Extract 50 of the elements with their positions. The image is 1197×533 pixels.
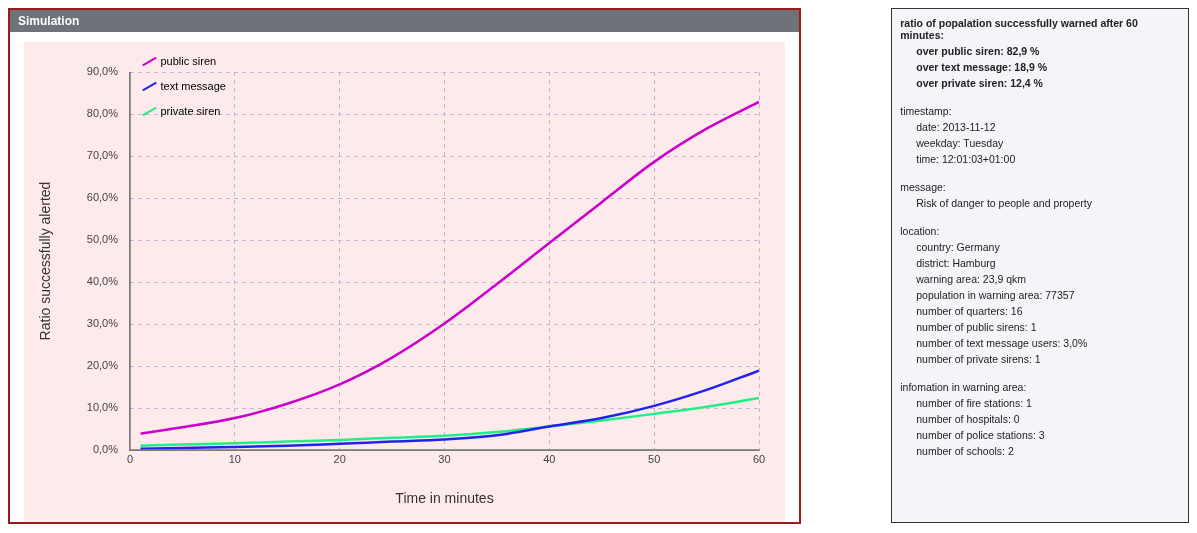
y-tick-label: 30,0% [86,317,119,330]
legend-label: private siren [160,104,221,117]
text: population in warning area: 77357 [915,289,1076,301]
y-tick-label: 40,0% [86,275,119,288]
x-axis-title: Time in minutes [395,490,494,507]
text: number of quarters: 16 [915,305,1024,317]
text: timestamp: [900,105,953,117]
text: number of schools: 2 [915,445,1015,457]
y-axis-title: Ratio successfully alerted [37,181,54,341]
legend-label: text message [160,79,226,92]
text: weekday: Tuesday [915,137,1005,149]
y-tick-label: 10,0% [86,401,119,414]
text: number of public sirens: 1 [915,321,1038,333]
text: date: 2013-11-12 [915,121,997,133]
text: over public siren: 82,9 % [915,45,1041,57]
text: message: [900,181,947,193]
x-tick-label: 0 [126,452,134,465]
text: number of fire stations: 1 [915,397,1033,409]
x-tick-label: 10 [228,452,241,465]
text: number of hospitals: 0 [915,413,1021,425]
text: time: 12:01:03+01:00 [915,153,1017,165]
text: ratio of popalation successfully warned after 60 minutes: [900,17,1139,41]
text: Risk of danger to people and property [915,197,1093,209]
text: warning area: 23,9 qkm [915,273,1027,285]
line-series [139,100,759,435]
text: over private siren: 12,4 % [915,77,1044,89]
text: district: Hamburg [915,257,997,269]
text: number of police stations: 3 [915,429,1046,441]
text: over text message: 18,9 % [915,61,1048,73]
chart-title: Simulation [10,10,800,32]
text: location: [900,225,941,237]
x-tick-label: 30 [438,452,451,465]
y-tick-label: 0,0% [92,443,119,456]
text: infomation in warning area: [900,381,1028,393]
text: number of private sirens: 1 [915,353,1042,365]
y-tick-label: 90,0% [86,65,119,78]
y-tick-label: 20,0% [86,359,119,372]
y-tick-label: 60,0% [86,191,119,204]
line-series [139,369,759,450]
text: number of text message users: 3,0% [915,337,1089,349]
legend-label: public siren [160,54,217,67]
y-tick-label: 70,0% [86,149,119,162]
y-tick-label: 50,0% [86,233,119,246]
x-tick-label: 60 [752,452,766,465]
y-tick-label: 80,0% [86,107,119,120]
x-tick-label: 50 [648,452,661,465]
x-tick-label: 40 [543,452,556,465]
text: country: Germany [915,241,1001,253]
x-tick-label: 20 [333,452,346,465]
line-series [139,396,759,448]
